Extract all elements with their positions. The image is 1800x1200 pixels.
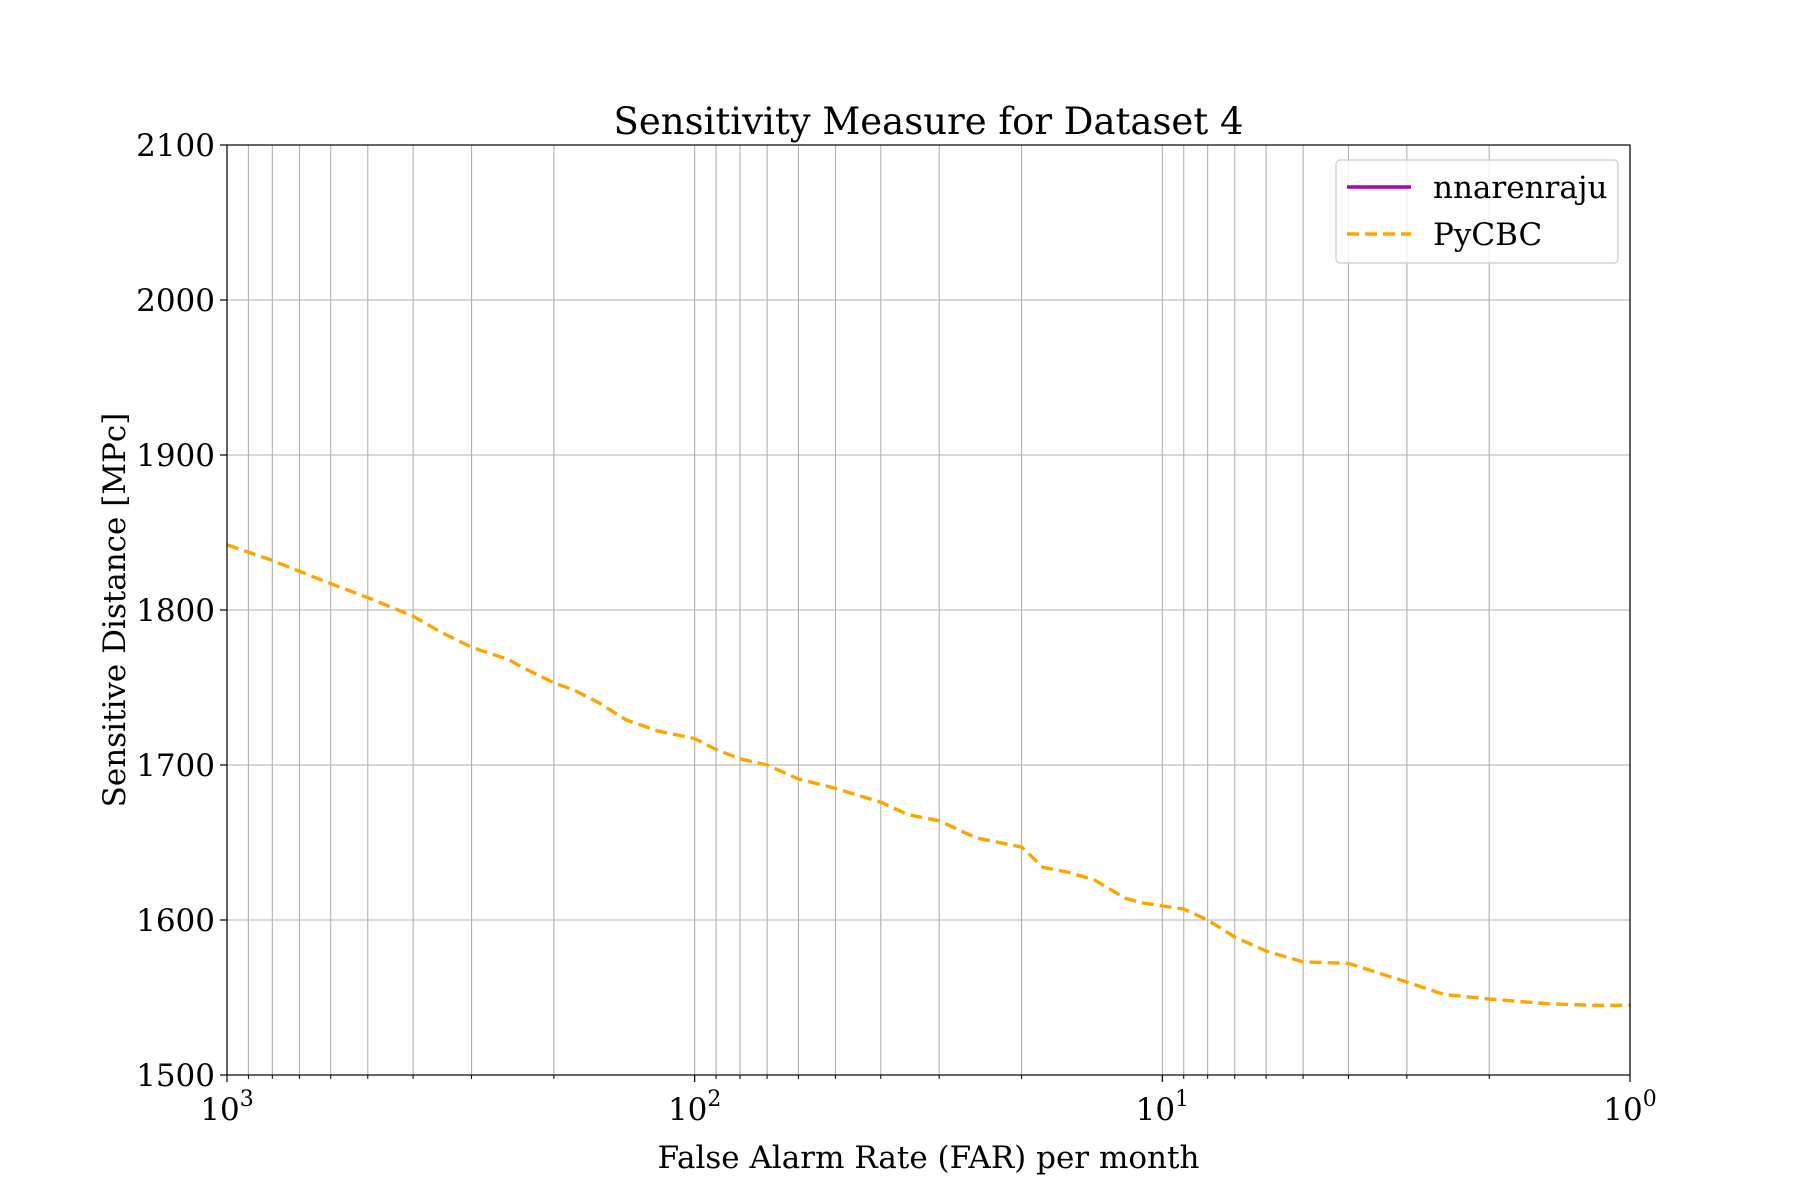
y-tick-label: 2000 — [136, 283, 215, 319]
x-tick-label: 100 — [1603, 1087, 1656, 1128]
series-layer — [226, 543, 1630, 1007]
grid — [226, 144, 1631, 1076]
x-tick-label: 102 — [668, 1087, 721, 1128]
x-tick-label: 103 — [200, 1087, 253, 1128]
y-tick-label: 1900 — [136, 438, 215, 474]
y-tick-label: 1500 — [136, 1058, 215, 1094]
legend-label-nnarenraju: nnarenraju — [1433, 170, 1607, 206]
y-tick-label: 2100 — [136, 128, 215, 164]
legend-label-pycbc: PyCBC — [1433, 217, 1542, 253]
ticks: 1500 1600 1700 1800 1900 2000 2100 103 102 101 100 — [136, 128, 1657, 1128]
chart-title: Sensitivity Measure for Dataset 4 — [614, 100, 1244, 143]
series-line-pycbc — [226, 543, 1630, 1007]
y-tick-label: 1800 — [136, 593, 215, 629]
x-axis-label: False Alarm Rate (FAR) per month — [658, 1140, 1200, 1176]
y-tick-label: 1600 — [136, 903, 215, 939]
legend: nnarenraju PyCBC — [1335, 159, 1619, 264]
y-tick-label: 1700 — [136, 748, 215, 784]
y-axis-label: Sensitive Distance [MPc] — [97, 413, 133, 808]
x-tick-label: 101 — [1136, 1087, 1189, 1128]
